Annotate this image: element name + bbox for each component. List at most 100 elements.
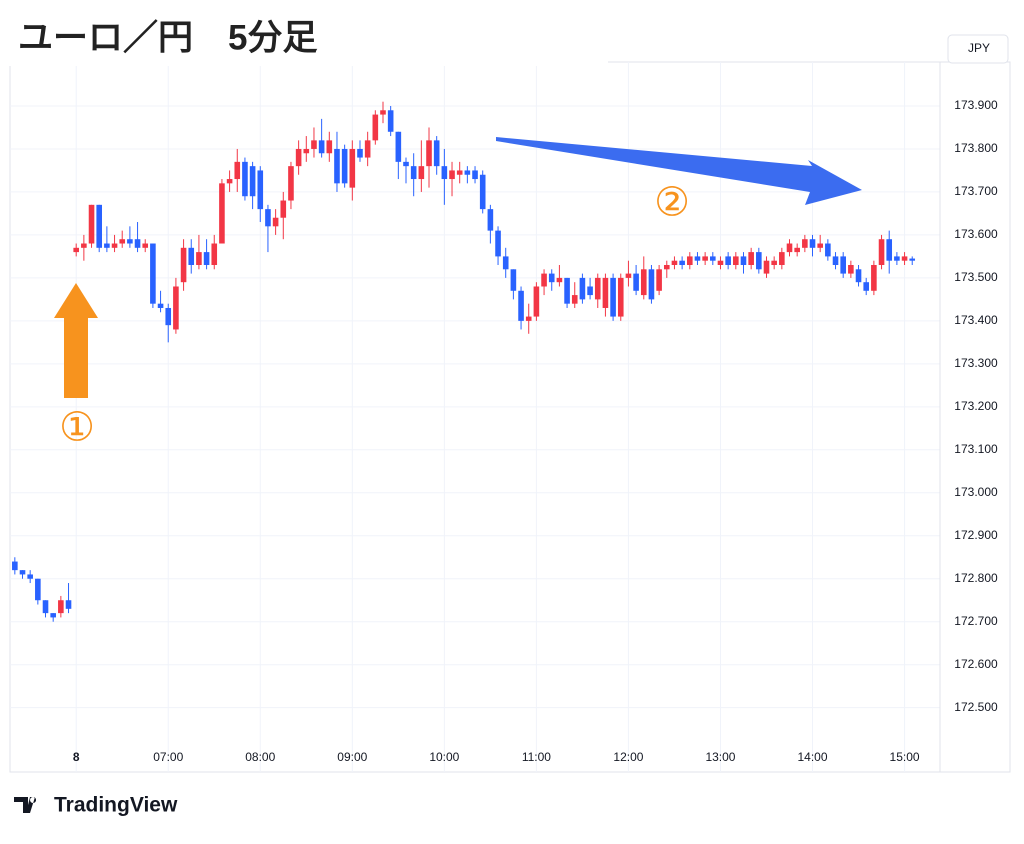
candle-body (564, 277, 570, 304)
candle-body (725, 256, 731, 265)
y-tick-label: 173.400 (954, 313, 998, 327)
candle-body (173, 286, 179, 330)
candle-body (894, 256, 900, 261)
x-tick-label: 07:00 (153, 750, 183, 764)
candle-body (710, 256, 716, 261)
x-tick-label: 15:00 (890, 750, 920, 764)
candle-body (832, 256, 839, 265)
y-tick-label: 172.600 (954, 657, 998, 671)
candle-body (249, 166, 256, 197)
chart-frame (9, 61, 1011, 773)
candle-body (702, 256, 708, 261)
candle-body (479, 174, 486, 210)
candle-body (211, 243, 218, 265)
candle-body (372, 114, 379, 141)
currency-button[interactable] (947, 34, 1009, 64)
candle-body (188, 247, 195, 265)
candle-body (134, 239, 141, 248)
y-tick-label: 172.700 (954, 614, 998, 628)
x-tick-label: 08:00 (245, 750, 275, 764)
candle-body (142, 243, 149, 248)
y-tick-label: 172.800 (954, 571, 998, 585)
candle-body (579, 277, 586, 300)
candle-body (771, 260, 777, 265)
candle-body (901, 256, 908, 261)
candle-body (119, 239, 126, 244)
x-tick-label: 10:00 (429, 750, 459, 764)
candle-body (272, 217, 279, 227)
brand-logo: TradingView (14, 794, 178, 817)
candle-body (518, 290, 524, 321)
candle-body (196, 252, 202, 265)
candle-body (817, 243, 823, 248)
candle-body (58, 600, 64, 614)
candle-body (840, 256, 846, 274)
candle-body (763, 260, 770, 274)
candle-body (502, 256, 509, 270)
candle-body (617, 277, 624, 317)
candle-body (12, 561, 18, 571)
y-tick-label: 173.300 (954, 356, 998, 370)
x-tick-label: 12:00 (613, 750, 643, 764)
candle-body (495, 230, 501, 257)
arrow-up (54, 283, 98, 398)
candle-body (288, 166, 294, 201)
candle-body (878, 239, 885, 265)
candle-body (717, 260, 724, 265)
candle-body (96, 204, 103, 248)
candle-body (242, 161, 248, 197)
candle-body (802, 239, 808, 248)
candle-body (541, 273, 547, 287)
candle-body (587, 286, 593, 296)
arrow-right (496, 137, 862, 205)
chart-title: ユーロ／円 5分足 (18, 18, 317, 57)
candle-body (334, 148, 340, 184)
title-background (0, 10, 608, 66)
candle-body (426, 140, 432, 167)
candle-body (50, 613, 56, 618)
candle-body (303, 148, 310, 154)
y-tick-label: 172.900 (954, 528, 998, 542)
candle-body (602, 277, 609, 308)
brand-name: TradingView (54, 794, 178, 817)
candle-body (157, 303, 164, 308)
candle-body (42, 600, 49, 614)
candle-body (257, 170, 264, 210)
candle-body (449, 170, 455, 180)
candle-body (656, 269, 662, 291)
candle-body (150, 243, 156, 304)
candle-body (387, 110, 394, 132)
candle-body (104, 243, 110, 248)
currency-label: JPY (968, 41, 990, 55)
candle-body (855, 269, 862, 283)
candle-body (863, 282, 870, 291)
candle-body (234, 161, 241, 180)
candle-body (625, 273, 632, 278)
annotation: ② (654, 181, 690, 225)
candle-body (456, 170, 463, 175)
candle-body (871, 265, 877, 291)
candle-body (441, 166, 448, 180)
x-tick-label: 13:00 (705, 750, 735, 764)
y-tick-label: 173.200 (954, 399, 998, 413)
candle-body (679, 260, 685, 265)
candle-body (349, 148, 356, 188)
y-tick-label: 173.100 (954, 442, 998, 456)
y-tick-label: 172.500 (954, 700, 998, 714)
candle-body (410, 166, 417, 180)
candle-body (640, 269, 647, 296)
y-tick-label: 173.000 (954, 485, 998, 499)
y-tick-label: 173.900 (954, 98, 998, 112)
candle-body (127, 239, 133, 244)
candle-body (35, 578, 41, 601)
x-tick-label: 8 (73, 750, 80, 764)
candle-body (848, 265, 854, 274)
x-tick-label: 14:00 (797, 750, 827, 764)
candle-body (779, 252, 785, 265)
candle-body (88, 204, 95, 244)
candle-body (403, 161, 409, 167)
candle-body (326, 140, 333, 154)
x-tick-label: 11:00 (522, 750, 551, 764)
